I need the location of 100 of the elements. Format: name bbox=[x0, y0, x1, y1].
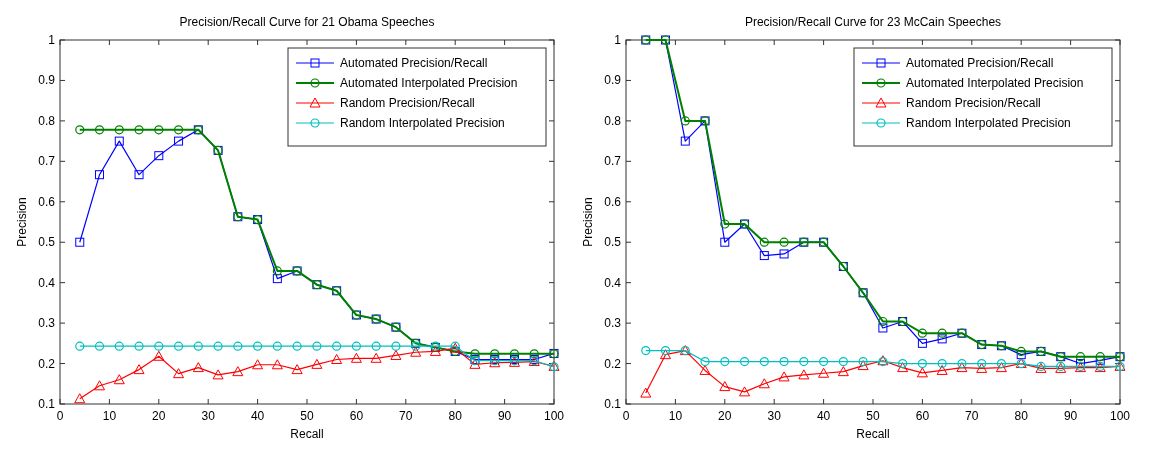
point bbox=[509, 349, 520, 359]
point bbox=[759, 251, 769, 261]
x-tick-label: 20 bbox=[152, 409, 166, 423]
y-tick-label: 0.9 bbox=[604, 73, 622, 88]
y-tick-label: 0.4 bbox=[604, 275, 622, 290]
x-tick-label: 20 bbox=[718, 409, 732, 423]
x-tick-label: 80 bbox=[1014, 409, 1029, 423]
point bbox=[74, 393, 86, 404]
point bbox=[114, 125, 124, 135]
point bbox=[332, 341, 342, 351]
point bbox=[291, 364, 303, 375]
point bbox=[660, 346, 671, 356]
point bbox=[937, 328, 947, 338]
point bbox=[739, 386, 751, 397]
y-tick-label: 0.6 bbox=[604, 194, 622, 209]
point bbox=[212, 369, 224, 380]
legend-label: Random Precision/Recall bbox=[906, 96, 1041, 110]
point bbox=[213, 341, 223, 351]
point bbox=[937, 334, 947, 344]
y-tick-label: 1 bbox=[48, 33, 56, 47]
x-tick-label: 50 bbox=[866, 409, 880, 423]
y-axis-title: Precision bbox=[15, 197, 29, 247]
point bbox=[878, 323, 888, 333]
point bbox=[917, 328, 927, 338]
point bbox=[819, 356, 829, 367]
x-axis-title: Recall bbox=[856, 427, 890, 441]
y-tick-label: 0.9 bbox=[38, 73, 56, 88]
x-tick-label: 50 bbox=[300, 409, 314, 423]
x-tick-label: 70 bbox=[965, 409, 979, 423]
point bbox=[838, 356, 848, 367]
point bbox=[174, 136, 184, 146]
legend-label: Random Precision/Recall bbox=[340, 96, 475, 110]
point bbox=[271, 359, 283, 370]
point bbox=[837, 366, 849, 377]
point bbox=[739, 356, 750, 367]
point bbox=[173, 125, 184, 135]
point bbox=[253, 341, 263, 351]
x-tick-label: 60 bbox=[349, 409, 364, 423]
point bbox=[857, 360, 869, 371]
y-tick-label: 0.8 bbox=[38, 113, 56, 128]
point bbox=[779, 356, 789, 367]
x-tick-label: 0 bbox=[56, 409, 64, 423]
y-tick-label: 0.8 bbox=[604, 113, 622, 128]
point bbox=[232, 366, 244, 377]
point bbox=[75, 341, 85, 351]
point bbox=[640, 387, 652, 398]
x-tick-label: 60 bbox=[915, 409, 930, 423]
point bbox=[759, 356, 769, 367]
point bbox=[114, 341, 124, 351]
point bbox=[758, 378, 770, 389]
point bbox=[956, 362, 968, 373]
x-tick-label: 10 bbox=[668, 409, 683, 423]
point bbox=[917, 358, 927, 369]
point bbox=[133, 364, 145, 375]
point bbox=[390, 349, 402, 360]
point bbox=[680, 136, 690, 146]
y-tick-label: 0.1 bbox=[604, 397, 622, 411]
point bbox=[878, 316, 888, 327]
x-tick-label: 100 bbox=[1109, 409, 1131, 423]
point bbox=[95, 170, 105, 180]
point bbox=[720, 219, 730, 229]
legend-label: Automated Interpolated Precision bbox=[340, 76, 518, 90]
point bbox=[799, 356, 809, 367]
point bbox=[113, 374, 125, 385]
point bbox=[720, 237, 730, 247]
point bbox=[1075, 352, 1086, 362]
point bbox=[154, 125, 164, 135]
point bbox=[272, 341, 282, 351]
point bbox=[134, 170, 144, 180]
point bbox=[937, 358, 947, 369]
point bbox=[957, 358, 967, 369]
x-tick-label: 0 bbox=[622, 409, 630, 423]
point bbox=[94, 341, 105, 351]
y-tick-label: 1 bbox=[614, 33, 622, 47]
point bbox=[192, 362, 204, 373]
point bbox=[660, 349, 672, 360]
point bbox=[858, 356, 868, 367]
point bbox=[779, 237, 789, 247]
x-tick-label: 10 bbox=[102, 409, 117, 423]
point bbox=[936, 364, 948, 375]
point bbox=[272, 274, 282, 284]
point bbox=[371, 341, 381, 351]
y-axis-title: Precision bbox=[581, 197, 595, 247]
chart-title: Precision/Recall Curve for 23 McCain Speeches bbox=[744, 15, 1002, 29]
x-tick-label: 30 bbox=[201, 409, 216, 423]
point bbox=[995, 362, 1007, 373]
point bbox=[351, 341, 361, 351]
y-tick-label: 0.2 bbox=[604, 356, 622, 371]
point bbox=[720, 356, 730, 367]
point bbox=[153, 350, 165, 361]
y-tick-label: 0.3 bbox=[604, 316, 622, 331]
point bbox=[719, 381, 731, 392]
legend-label: Automated Precision/Recall bbox=[340, 56, 488, 70]
point bbox=[312, 341, 322, 351]
point bbox=[272, 266, 282, 276]
point bbox=[529, 349, 539, 359]
point bbox=[391, 341, 401, 351]
point bbox=[898, 358, 908, 369]
y-tick-label: 0.3 bbox=[38, 316, 56, 331]
y-tick-label: 0.6 bbox=[38, 194, 56, 209]
